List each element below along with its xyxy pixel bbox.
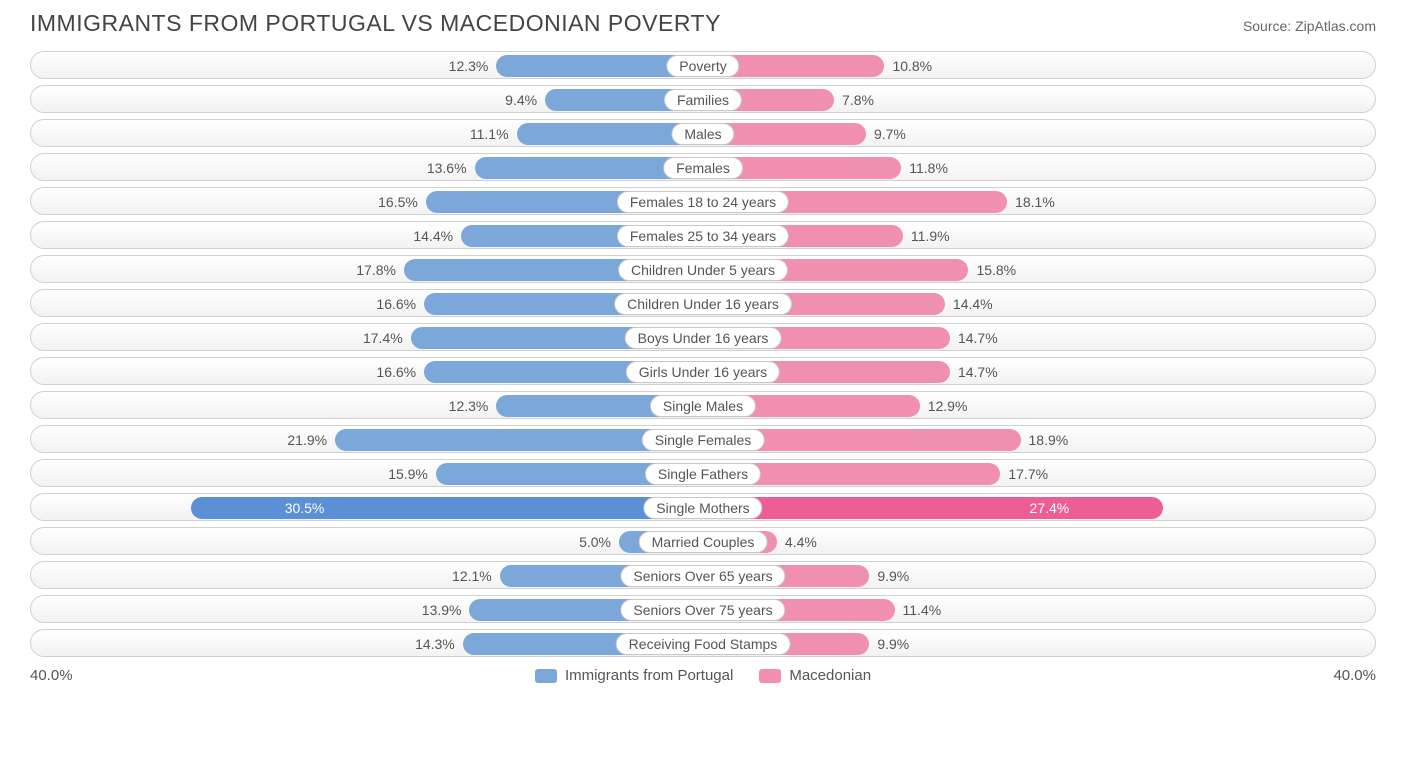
category-label: Girls Under 16 years — [626, 361, 780, 383]
category-label: Single Males — [650, 395, 756, 417]
legend-label-left: Immigrants from Portugal — [565, 667, 733, 684]
chart-row: 5.0% 4.4% Married Couples — [30, 527, 1376, 555]
value-right: 18.9% — [1021, 426, 1069, 454]
chart-row: 14.4% 11.9% Females 25 to 34 years — [30, 221, 1376, 249]
chart-row: 30.5% 27.4% Single Mothers — [30, 493, 1376, 521]
chart-row: 12.1% 9.9% Seniors Over 65 years — [30, 561, 1376, 589]
category-label: Females — [663, 157, 743, 179]
chart-row: 16.5% 18.1% Females 18 to 24 years — [30, 187, 1376, 215]
value-right: 27.4% — [1030, 494, 1070, 522]
value-left: 21.9% — [287, 426, 335, 454]
category-label: Females 25 to 34 years — [617, 225, 789, 247]
legend-swatch-right — [759, 669, 781, 683]
value-left: 5.0% — [579, 528, 619, 556]
value-left: 11.1% — [470, 120, 517, 148]
chart-row: 21.9% 18.9% Single Females — [30, 425, 1376, 453]
value-left: 12.3% — [449, 52, 497, 80]
value-right: 11.9% — [903, 222, 950, 250]
value-left: 14.3% — [415, 630, 463, 658]
category-label: Receiving Food Stamps — [616, 633, 791, 655]
category-label: Single Fathers — [645, 463, 761, 485]
value-right: 4.4% — [777, 528, 817, 556]
axis-max-left: 40.0% — [30, 667, 73, 684]
value-left: 9.4% — [505, 86, 545, 114]
value-left: 13.6% — [427, 154, 475, 182]
value-right: 9.9% — [869, 562, 909, 590]
source-label: Source: — [1243, 18, 1291, 34]
category-label: Boys Under 16 years — [625, 327, 782, 349]
category-label: Poverty — [666, 55, 739, 77]
value-right: 12.9% — [920, 392, 968, 420]
value-left: 16.5% — [378, 188, 426, 216]
category-label: Seniors Over 75 years — [620, 599, 785, 621]
value-left: 12.1% — [452, 562, 500, 590]
legend-label-right: Macedonian — [789, 667, 871, 684]
category-label: Females 18 to 24 years — [617, 191, 789, 213]
value-left: 14.4% — [413, 222, 461, 250]
value-right: 17.7% — [1000, 460, 1048, 488]
value-left: 16.6% — [376, 358, 424, 386]
value-left: 12.3% — [449, 392, 497, 420]
legend: Immigrants from Portugal Macedonian — [535, 667, 871, 684]
value-right: 7.8% — [834, 86, 874, 114]
source-name: ZipAtlas.com — [1295, 18, 1376, 34]
bar-left — [191, 497, 703, 519]
legend-swatch-left — [535, 669, 557, 683]
chart-title: IMMIGRANTS FROM PORTUGAL VS MACEDONIAN P… — [30, 10, 721, 37]
value-left: 16.6% — [376, 290, 424, 318]
category-label: Seniors Over 65 years — [620, 565, 785, 587]
category-label: Children Under 16 years — [614, 293, 792, 315]
value-right: 10.8% — [884, 52, 932, 80]
chart-row: 13.9% 11.4% Seniors Over 75 years — [30, 595, 1376, 623]
value-right: 14.4% — [945, 290, 993, 318]
category-label: Single Females — [642, 429, 765, 451]
axis-max-right: 40.0% — [1333, 667, 1376, 684]
value-left: 30.5% — [285, 494, 325, 522]
value-right: 9.9% — [869, 630, 909, 658]
chart-row: 11.1% 9.7% Males — [30, 119, 1376, 147]
legend-item-left: Immigrants from Portugal — [535, 667, 733, 684]
value-right: 9.7% — [866, 120, 906, 148]
bar-right — [703, 497, 1163, 519]
category-label: Single Mothers — [643, 497, 762, 519]
chart-rows: 12.3% 10.8% Poverty 9.4% 7.8% Families 11.1% 9.… — [30, 51, 1376, 657]
value-right: 18.1% — [1007, 188, 1055, 216]
value-right: 11.8% — [901, 154, 948, 182]
category-label: Males — [671, 123, 734, 145]
value-left: 17.4% — [363, 324, 411, 352]
value-right: 14.7% — [950, 324, 998, 352]
chart-row: 15.9% 17.7% Single Fathers — [30, 459, 1376, 487]
value-right: 11.4% — [895, 596, 942, 624]
value-left: 13.9% — [422, 596, 470, 624]
category-label: Married Couples — [639, 531, 768, 553]
chart-row: 16.6% 14.7% Girls Under 16 years — [30, 357, 1376, 385]
chart-row: 12.3% 12.9% Single Males — [30, 391, 1376, 419]
legend-item-right: Macedonian — [759, 667, 871, 684]
category-label: Children Under 5 years — [618, 259, 788, 281]
category-label: Families — [664, 89, 742, 111]
chart-row: 13.6% 11.8% Females — [30, 153, 1376, 181]
chart-row: 9.4% 7.8% Families — [30, 85, 1376, 113]
chart-row: 16.6% 14.4% Children Under 16 years — [30, 289, 1376, 317]
value-left: 15.9% — [388, 460, 436, 488]
chart-row: 12.3% 10.8% Poverty — [30, 51, 1376, 79]
value-right: 15.8% — [968, 256, 1016, 284]
chart-row: 14.3% 9.9% Receiving Food Stamps — [30, 629, 1376, 657]
source-credit: Source: ZipAtlas.com — [1243, 18, 1376, 34]
chart-row: 17.8% 15.8% Children Under 5 years — [30, 255, 1376, 283]
value-right: 14.7% — [950, 358, 998, 386]
chart-row: 17.4% 14.7% Boys Under 16 years — [30, 323, 1376, 351]
value-left: 17.8% — [356, 256, 404, 284]
